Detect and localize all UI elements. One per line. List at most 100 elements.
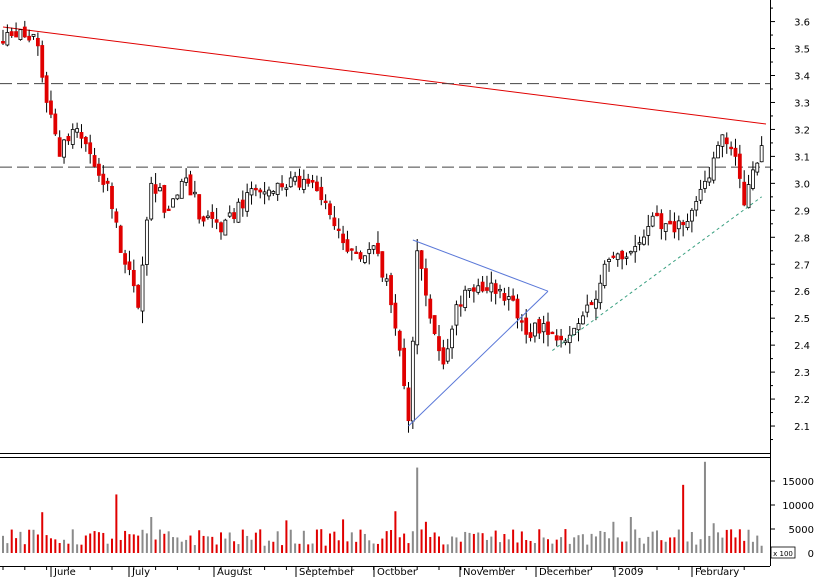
candle-down — [219, 222, 223, 233]
price-tick-label: 2.4 — [794, 341, 810, 352]
volume-tick-label: 0 — [808, 549, 814, 560]
candle-up — [716, 145, 720, 159]
price-tick-label: 3.5 — [794, 45, 810, 56]
candle-down — [471, 287, 476, 292]
price-tick-label: 2.3 — [794, 368, 810, 379]
volume-bar-up — [289, 529, 292, 553]
volume-bar-up — [551, 543, 554, 553]
volume-bar-up — [664, 541, 667, 553]
candle-down — [131, 269, 136, 287]
volume-bar-down — [494, 530, 497, 553]
volume-bar-up — [6, 543, 9, 553]
candle-down — [14, 31, 18, 38]
volume-bar-down — [58, 543, 61, 553]
volume-bar-down — [329, 533, 331, 553]
candle-up — [585, 304, 590, 313]
candle-down — [345, 239, 350, 252]
candle-up — [624, 256, 629, 259]
volume-bar-up — [180, 541, 183, 553]
trendline — [408, 290, 549, 427]
volume-bar-up — [193, 545, 196, 553]
candle-up — [158, 187, 162, 192]
volume-bar-up — [586, 544, 589, 553]
volume-bar-down — [420, 529, 423, 553]
volume-bar-down — [376, 543, 379, 553]
candle-up — [267, 189, 271, 197]
candle-up — [5, 32, 10, 46]
candle-up — [75, 128, 80, 133]
candle-down — [1, 41, 5, 44]
volume-bar-down — [202, 535, 205, 553]
volume-bar-up — [612, 521, 615, 553]
volume-bar-down — [281, 545, 284, 553]
volume-bar-up — [560, 537, 563, 553]
volume-bar-down — [621, 541, 624, 553]
candle-up — [703, 180, 707, 189]
volume-bar-down — [97, 532, 100, 553]
volume-bar-down — [564, 529, 567, 553]
candle-up — [676, 220, 681, 230]
candle-down — [92, 155, 97, 167]
candle-down — [40, 45, 45, 78]
price-candles — [1, 20, 764, 433]
candle-up — [533, 322, 537, 337]
volume-tick-label: 5000 — [789, 525, 814, 536]
candle-down — [589, 302, 594, 306]
trendline — [412, 239, 549, 292]
candle-up — [70, 129, 75, 145]
volume-bar-down — [516, 542, 519, 553]
volume-bar-down — [538, 529, 541, 553]
candle-up — [454, 304, 459, 326]
candle-up — [607, 258, 611, 262]
volume-bar-down — [67, 543, 70, 553]
volume-bar-down — [359, 529, 362, 553]
candle-up — [371, 245, 376, 250]
volume-bar-up — [263, 545, 266, 553]
volume-bar-down — [128, 534, 131, 553]
candle-down — [214, 219, 219, 223]
volume-bar-down — [503, 534, 506, 553]
volume-bar-down — [189, 535, 192, 553]
volume-bar-down — [424, 521, 427, 553]
candle-up — [689, 209, 694, 222]
month-label: August — [217, 567, 252, 577]
volume-bar-down — [433, 532, 436, 553]
volume-bar-up — [721, 537, 724, 553]
month-label: October — [377, 567, 418, 577]
volume-bar-up — [712, 523, 715, 553]
volume-bar-up — [490, 536, 493, 553]
volume-bar-up — [172, 537, 175, 553]
volume-bar-down — [342, 519, 345, 553]
candle-down — [406, 387, 411, 422]
candle-up — [467, 288, 472, 291]
volume-bar-up — [590, 533, 593, 553]
volume-bar-up — [629, 517, 632, 553]
volume-bar-down — [254, 532, 257, 553]
candle-up — [227, 212, 232, 217]
candle-up — [171, 198, 175, 208]
volume-bar-down — [220, 532, 222, 553]
candle-up — [288, 177, 293, 188]
candle-down — [554, 335, 559, 341]
volume-bar-up — [311, 543, 314, 553]
volume-bar-up — [616, 537, 619, 553]
price-tick-label: 2.2 — [794, 395, 810, 406]
volume-bar-up — [76, 544, 79, 553]
volume-bar-up — [599, 530, 602, 553]
candle-down — [310, 180, 315, 183]
price-tick-label: 2.9 — [794, 206, 810, 217]
volume-bar-down — [119, 539, 122, 553]
volume-bar-down — [298, 543, 301, 553]
volume-bar-up — [608, 538, 611, 553]
candle-down — [57, 137, 62, 157]
volume-bar-down — [154, 539, 157, 553]
candle-down — [485, 287, 489, 291]
price-tick-label: 2.6 — [794, 287, 810, 298]
volume-bar-up — [451, 536, 454, 553]
candle-up — [698, 188, 703, 201]
volume-bar-up — [708, 535, 711, 553]
